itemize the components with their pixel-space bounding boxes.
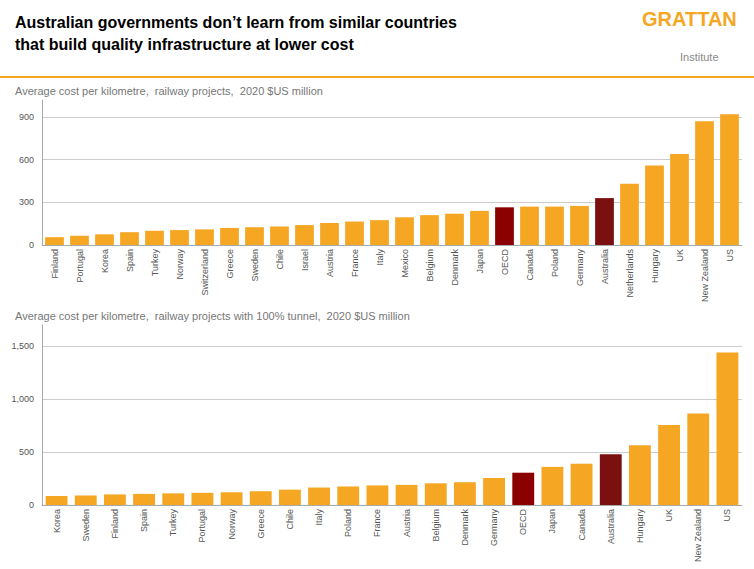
svg-text:Norway: Norway (175, 249, 185, 280)
svg-text:Australia: Australia (606, 509, 616, 544)
svg-text:Average cost per kilometre, r: Average cost per kilometre, railway proj… (15, 85, 323, 97)
svg-text:Norway: Norway (227, 509, 237, 540)
svg-text:Australia: Australia (600, 249, 610, 284)
svg-text:Sweden: Sweden (250, 249, 260, 282)
svg-text:UK: UK (675, 249, 685, 262)
svg-text:Italy: Italy (375, 249, 385, 266)
svg-text:OECD: OECD (518, 509, 528, 536)
svg-text:1,500: 1,500 (11, 341, 34, 351)
svg-text:Finland: Finland (50, 249, 60, 279)
svg-text:Chile: Chile (285, 509, 295, 530)
svg-text:900: 900 (19, 112, 34, 122)
svg-text:Switzerland: Switzerland (200, 249, 210, 296)
svg-text:GRATTAN: GRATTAN (642, 8, 737, 30)
svg-text:UK: UK (664, 509, 674, 522)
svg-text:US: US (722, 509, 732, 522)
svg-text:Canada: Canada (577, 509, 587, 541)
svg-text:Belgium: Belgium (431, 509, 441, 542)
svg-text:Netherlands: Netherlands (625, 249, 635, 298)
svg-text:Greece: Greece (225, 249, 235, 279)
svg-text:0: 0 (29, 240, 34, 250)
svg-text:Turkey: Turkey (168, 509, 178, 537)
svg-text:Hungary: Hungary (635, 509, 645, 544)
svg-text:Korea: Korea (52, 509, 62, 533)
svg-text:300: 300 (19, 197, 34, 207)
svg-text:Institute: Institute (680, 51, 719, 63)
svg-text:Finland: Finland (110, 509, 120, 539)
svg-text:France: France (350, 249, 360, 277)
svg-text:Turkey: Turkey (150, 249, 160, 277)
svg-text:France: France (372, 509, 382, 537)
svg-text:Israel: Israel (300, 249, 310, 271)
svg-text:0: 0 (29, 500, 34, 510)
svg-text:Germany: Germany (489, 509, 499, 547)
svg-text:Portugal: Portugal (75, 249, 85, 283)
svg-text:Canada: Canada (525, 249, 535, 281)
svg-text:Italy: Italy (314, 509, 324, 526)
svg-text:Spain: Spain (139, 509, 149, 532)
svg-text:Belgium: Belgium (425, 249, 435, 282)
svg-text:Japan: Japan (547, 509, 557, 534)
svg-text:Sweden: Sweden (81, 509, 91, 542)
svg-text:Austria: Austria (402, 509, 412, 537)
svg-text:Denmark: Denmark (460, 509, 470, 546)
svg-text:1,000: 1,000 (11, 394, 34, 404)
svg-text:New Zealand: New Zealand (693, 509, 703, 562)
svg-text:Germany: Germany (575, 249, 585, 287)
svg-text:Chile: Chile (275, 249, 285, 270)
svg-text:Poland: Poland (343, 509, 353, 537)
svg-text:Austria: Austria (325, 249, 335, 277)
svg-text:Greece: Greece (256, 509, 266, 539)
svg-text:Denmark: Denmark (450, 249, 460, 286)
svg-text:OECD: OECD (500, 249, 510, 276)
svg-text:Korea: Korea (100, 249, 110, 273)
svg-text:600: 600 (19, 155, 34, 165)
svg-text:that build quality infrastruct: that build quality infrastructure at low… (15, 36, 354, 53)
svg-text:US: US (725, 249, 735, 262)
svg-text:Poland: Poland (550, 249, 560, 277)
svg-text:Average cost per kilometre, r: Average cost per kilometre, railway proj… (15, 310, 410, 322)
svg-text:New Zealand: New Zealand (700, 249, 710, 302)
svg-text:Portugal: Portugal (197, 509, 207, 543)
svg-text:Spain: Spain (125, 249, 135, 272)
svg-text:Mexico: Mexico (400, 249, 410, 278)
svg-text:500: 500 (19, 447, 34, 457)
svg-text:Australian governments don’t l: Australian governments don’t learn from … (15, 14, 457, 31)
svg-text:Japan: Japan (475, 249, 485, 274)
svg-text:Hungary: Hungary (650, 249, 660, 284)
